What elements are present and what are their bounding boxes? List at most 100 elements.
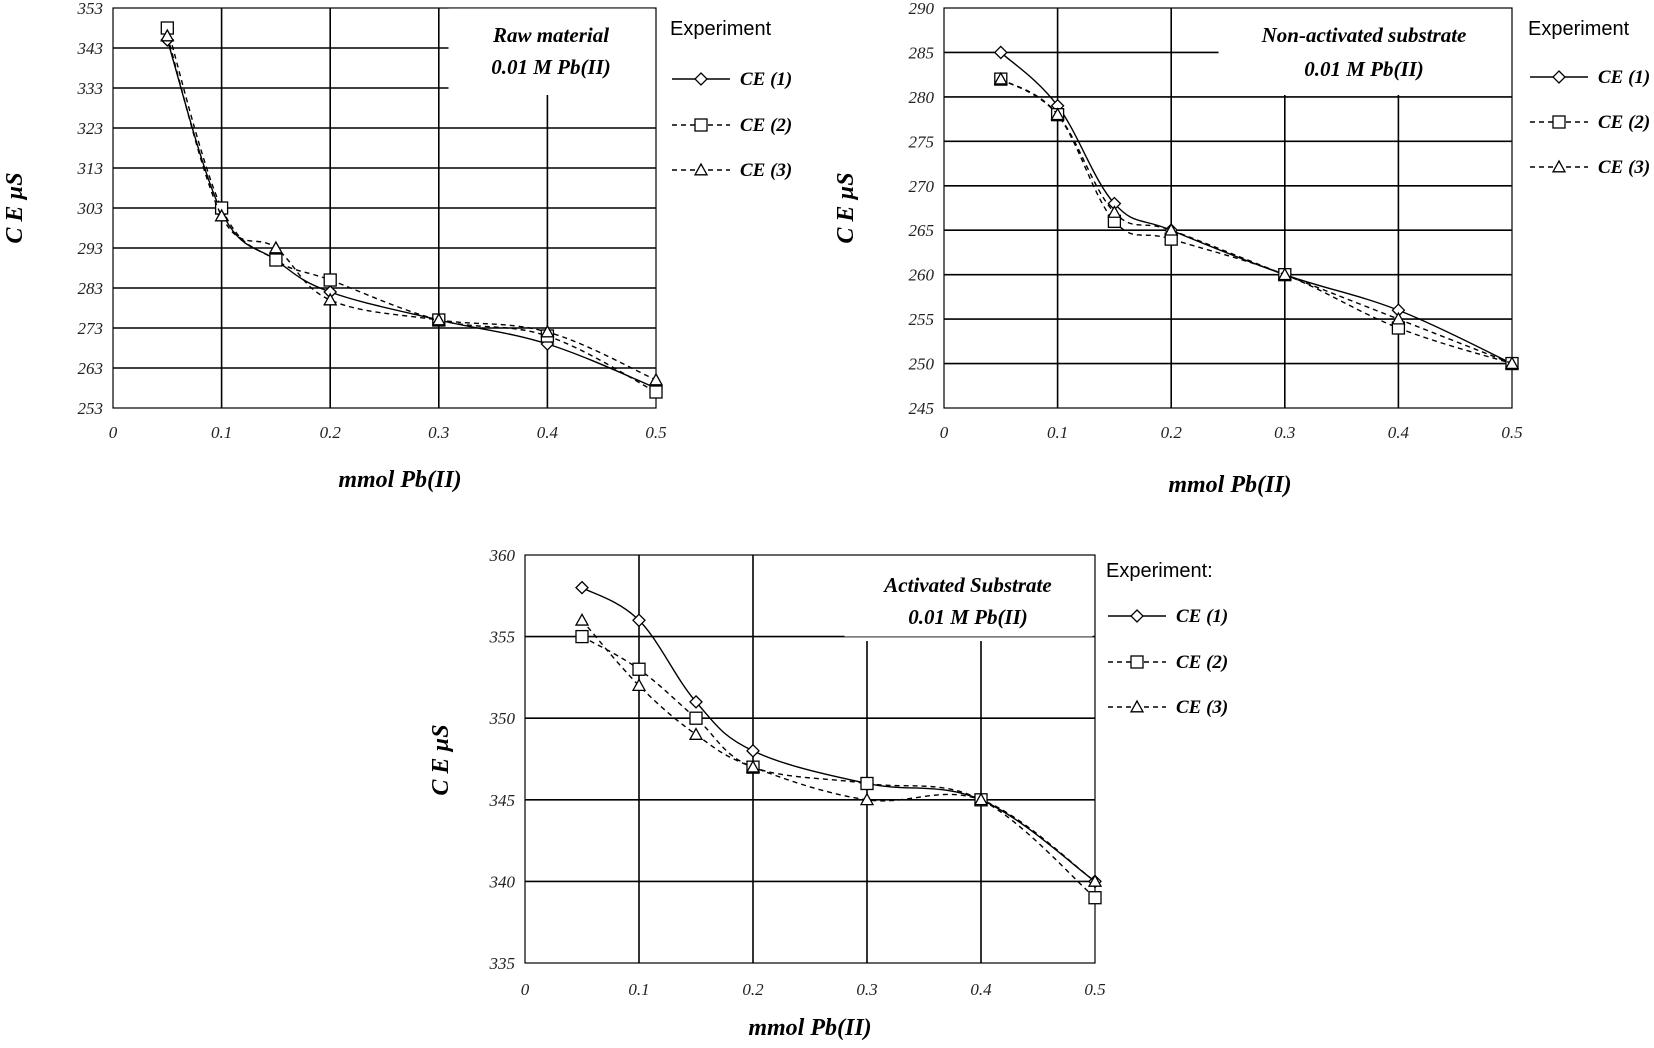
- series-line: [581, 635, 1096, 899]
- legend-marker-diamond: [1130, 609, 1144, 623]
- legend-marker-triangle: [693, 162, 709, 176]
- y-tick-label: 303: [77, 199, 104, 218]
- series-line: [581, 619, 1096, 882]
- data-point-triangle: [540, 324, 555, 338]
- legend-marker-square: [1552, 115, 1566, 129]
- legend-title: Experiment: [1528, 18, 1630, 40]
- data-point-triangle: [688, 727, 704, 740]
- data-point-triangle: [268, 240, 284, 254]
- data-point-diamond: [993, 45, 1008, 60]
- legend-marker-diamond: [694, 72, 708, 86]
- legend: Experiment CE (1) CE (2) CE (3): [1528, 18, 1650, 178]
- data-point-square: [575, 629, 589, 644]
- x-tick-label: 0.5: [1501, 423, 1522, 442]
- data-point-square: [860, 776, 874, 791]
- y-tick-label: 273: [78, 319, 104, 338]
- series-3: [574, 612, 1103, 887]
- y-tick-label: 260: [909, 266, 935, 285]
- panel-title-line-2: 0.01 M Pb(II): [491, 55, 611, 79]
- legend-label: CE (1): [1598, 67, 1650, 88]
- legend-label: CE (2): [740, 115, 792, 136]
- x-tick-label: 0.4: [970, 980, 992, 999]
- y-tick-label: 265: [909, 221, 935, 240]
- y-tick-label: 280: [909, 88, 935, 107]
- data-point-triangle: [648, 372, 664, 386]
- legend-title: Experiment:: [1106, 560, 1213, 582]
- title-box: [448, 8, 654, 91]
- y-tick-label: 285: [909, 43, 935, 62]
- y-tick-label: 255: [909, 310, 935, 329]
- data-point-diamond: [689, 694, 703, 709]
- data-point-triangle: [1277, 267, 1292, 281]
- y-tick-label: 333: [77, 79, 104, 98]
- data-point-triangle: [1087, 874, 1103, 887]
- y-tick-label: 250: [909, 355, 935, 374]
- data-point-square: [269, 253, 283, 267]
- series-1: [993, 45, 1519, 371]
- x-tick-label: 0.4: [537, 423, 559, 442]
- y-tick-label: 335: [489, 954, 516, 973]
- chart-panel-2: Non-activated substrate 0.01 M Pb(II) 245 2…: [833, 0, 1650, 498]
- x-tick-label: 0.4: [1388, 423, 1410, 442]
- y-tick-label: 355: [489, 628, 516, 647]
- x-tick-label: 0: [109, 423, 118, 442]
- series-3: [160, 28, 664, 386]
- y-tick-label: 353: [77, 0, 104, 18]
- y-tick-label: 245: [909, 399, 935, 418]
- x-tick-label: 0.2: [1161, 423, 1183, 442]
- data-point-triangle: [745, 759, 761, 773]
- legend: Experiment CE (1) CE (2) CE (3): [670, 18, 792, 181]
- x-axis-title: mmol Pb(II): [338, 467, 461, 493]
- y-tick-label: 253: [78, 399, 104, 418]
- title-box: [844, 556, 1093, 637]
- y-tick-label: 343: [77, 39, 104, 58]
- x-tick-label: 0.1: [628, 980, 649, 999]
- y-tick-label: 350: [489, 709, 516, 728]
- legend-marker-triangle: [1129, 699, 1145, 713]
- y-tick-label: 293: [78, 239, 104, 258]
- x-tick-label: 0: [521, 980, 530, 999]
- x-axis-title: mmol Pb(II): [748, 1015, 871, 1041]
- x-tick-label: 0.5: [1084, 980, 1105, 999]
- x-tick-label: 0.3: [428, 423, 449, 442]
- legend-marker-triangle: [1551, 159, 1567, 173]
- y-axis-title: C E µS: [833, 172, 859, 243]
- data-point-diamond: [632, 613, 646, 628]
- data-point-square: [649, 385, 663, 399]
- x-tick-label: 0.1: [211, 423, 232, 442]
- data-point-triangle: [1050, 107, 1065, 121]
- series-line: [166, 39, 657, 389]
- series-line: [1000, 51, 1513, 365]
- x-tick-label: 0.2: [742, 980, 764, 999]
- y-tick-label: 275: [909, 132, 935, 151]
- y-tick-label: 340: [489, 872, 516, 891]
- legend-label: CE (2): [1598, 112, 1650, 133]
- data-point-square: [1088, 891, 1102, 905]
- panel-title-line-1: Non-activated substrate: [1261, 23, 1467, 47]
- x-tick-label: 0.3: [856, 980, 877, 999]
- legend-label: CE (2): [1176, 652, 1228, 673]
- legend-label: CE (1): [740, 69, 792, 90]
- series-2: [994, 72, 1519, 371]
- data-point-triangle: [1504, 356, 1520, 370]
- data-point-diamond: [746, 743, 760, 758]
- series-line: [1000, 78, 1513, 365]
- data-point-triangle: [1164, 222, 1179, 236]
- legend-marker-square: [1130, 655, 1144, 669]
- data-point-triangle: [993, 71, 1008, 85]
- data-point-square: [323, 273, 337, 287]
- data-point-triangle: [214, 208, 229, 222]
- series-3: [993, 71, 1520, 370]
- legend-marker-diamond: [1552, 70, 1566, 84]
- x-axis-title: mmol Pb(II): [1168, 472, 1291, 498]
- panel-title-line-1: Activated Substrate: [882, 573, 1051, 597]
- x-tick-label: 0.2: [320, 423, 342, 442]
- data-point-square: [632, 662, 646, 676]
- legend-label: CE (3): [1176, 697, 1228, 718]
- legend-title: Experiment: [670, 18, 772, 40]
- x-tick-label: 0.1: [1047, 423, 1068, 442]
- data-point-square: [689, 711, 703, 725]
- data-point-triangle: [631, 678, 647, 692]
- title-box: [1218, 9, 1509, 91]
